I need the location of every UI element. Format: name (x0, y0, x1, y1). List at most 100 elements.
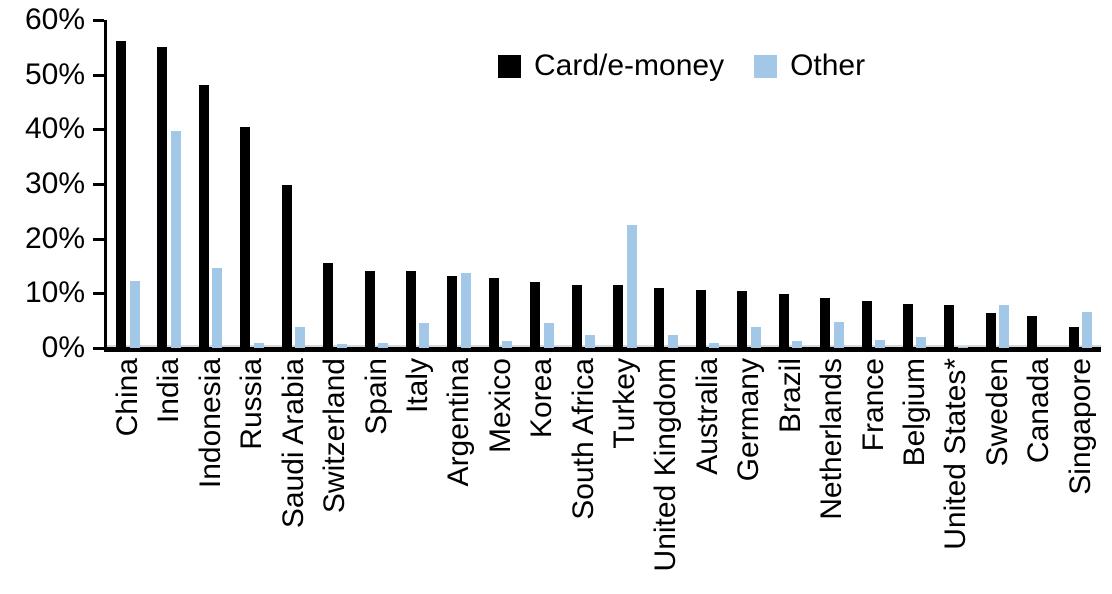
x-axis-label-spain: Spain (356, 358, 398, 592)
x-axis-label-saudi-arabia: Saudi Arabia (273, 358, 315, 592)
x-axis-label-text-russia: Russia (235, 358, 268, 450)
x-axis-label-text-singapore: Singapore (1064, 358, 1097, 495)
x-axis-label-text-south-africa: South Africa (567, 358, 600, 520)
x-axis-label-text-spain: Spain (360, 358, 393, 435)
x-axis-label-singapore: Singapore (1060, 358, 1102, 592)
bar-card-e-money-spain (365, 271, 375, 348)
bar-card-e-money-india (157, 47, 167, 348)
bar-other-australia (709, 343, 719, 348)
bar-card-e-money-singapore (1069, 327, 1079, 348)
y-axis-tick-0 (93, 347, 104, 350)
x-axis-label-china: China (107, 358, 149, 592)
x-axis-label-text-united-kingdom: United Kingdom (649, 358, 682, 572)
bar-other-sweden (999, 305, 1009, 348)
x-axis-label-netherlands: Netherlands (811, 358, 853, 592)
x-axis-label-korea: Korea (521, 358, 563, 592)
y-axis-label-0: 0% (41, 331, 85, 364)
bar-other-argentina (461, 273, 471, 348)
bar-other-russia (254, 343, 264, 348)
bar-other-south-africa (585, 335, 595, 348)
x-axis-label-text-united-states: United States* (939, 358, 972, 550)
x-axis-label-brazil: Brazil (770, 358, 812, 592)
x-axis-label-text-mexico: Mexico (484, 358, 517, 454)
bar-other-united-kingdom (668, 335, 678, 348)
bar-card-e-money-indonesia (199, 85, 209, 348)
y-axis-line (104, 20, 107, 352)
bar-card-e-money-mexico (489, 278, 499, 348)
x-axis-label-text-australia: Australia (691, 358, 724, 475)
plot-area-bottom-border (107, 345, 1101, 347)
bar-card-e-money-saudi-arabia (282, 185, 292, 348)
y-axis-tick-50 (93, 74, 104, 77)
bar-card-e-money-turkey (613, 285, 623, 348)
legend-item-card-e-money: Card/e-money (498, 48, 724, 84)
bar-other-united-states (958, 347, 968, 348)
x-axis-label-sweden: Sweden (977, 358, 1019, 592)
bar-other-turkey (627, 225, 637, 348)
bar-card-e-money-italy (406, 271, 416, 348)
bar-other-saudi-arabia (295, 327, 305, 348)
x-axis-label-text-france: France (857, 358, 890, 452)
x-axis-label-india: India (148, 358, 190, 592)
x-axis-label-text-sweden: Sweden (981, 358, 1014, 467)
bar-card-e-money-united-states (944, 305, 954, 348)
bar-other-india (171, 131, 181, 348)
bar-card-e-money-united-kingdom (654, 288, 664, 348)
bar-card-e-money-russia (240, 127, 250, 348)
bar-other-germany (751, 327, 761, 348)
bar-card-e-money-belgium (903, 304, 913, 348)
bar-other-brazil (792, 341, 802, 348)
x-axis-label-text-india: India (152, 358, 185, 424)
x-axis-label-canada: Canada (1018, 358, 1060, 592)
x-axis-label-text-netherlands: Netherlands (815, 358, 848, 520)
legend-label-other: Other (790, 49, 866, 82)
y-axis-label-10: 10% (24, 276, 85, 309)
x-axis-label-text-brazil: Brazil (774, 358, 807, 434)
x-axis-label-south-africa: South Africa (563, 358, 605, 592)
legend-label-card-e-money: Card/e-money (534, 49, 725, 82)
x-axis-label-belgium: Belgium (894, 358, 936, 592)
bar-other-indonesia (212, 268, 222, 348)
legend-swatch-card-e-money (498, 54, 521, 78)
bar-other-netherlands (834, 322, 844, 348)
x-axis-label-text-italy: Italy (401, 358, 434, 414)
bar-card-e-money-sweden (986, 313, 996, 348)
bar-card-e-money-germany (737, 291, 747, 348)
x-axis-label-text-turkey: Turkey (608, 358, 641, 449)
bar-card-e-money-south-africa (572, 285, 582, 348)
bar-card-e-money-switzerland (323, 263, 333, 348)
x-axis-label-text-argentina: Argentina (442, 358, 475, 487)
bar-card-e-money-australia (696, 290, 706, 348)
x-axis-label-united-states: United States* (935, 358, 977, 592)
bar-other-singapore (1082, 312, 1092, 348)
bar-card-e-money-france (862, 301, 872, 348)
bar-card-e-money-brazil (779, 294, 789, 348)
bar-other-korea (544, 323, 554, 348)
bar-card-e-money-china (116, 41, 126, 348)
x-axis-label-text-indonesia: Indonesia (194, 358, 227, 489)
x-axis-label-text-korea: Korea (525, 358, 558, 439)
x-axis-label-text-germany: Germany (732, 358, 765, 482)
x-axis-label-italy: Italy (397, 358, 439, 592)
x-axis-label-russia: Russia (231, 358, 273, 592)
y-axis-label-40: 40% (24, 112, 85, 145)
bar-other-mexico (502, 341, 512, 348)
x-axis-label-indonesia: Indonesia (190, 358, 232, 592)
legend: Card/e-money Other (498, 48, 865, 84)
x-axis-label-united-kingdom: United Kingdom (645, 358, 687, 592)
x-axis-label-france: France (853, 358, 895, 592)
legend-swatch-other (754, 54, 778, 78)
y-axis-label-50: 50% (24, 58, 85, 91)
bar-card-e-money-netherlands (820, 298, 830, 348)
x-axis-line (104, 347, 1101, 352)
x-axis-label-germany: Germany (728, 358, 770, 592)
x-axis-label-turkey: Turkey (604, 358, 646, 592)
x-axis-label-text-china: China (111, 358, 144, 437)
y-axis-tick-20 (93, 238, 104, 241)
y-axis-tick-30 (93, 183, 104, 186)
bar-other-italy (419, 323, 429, 348)
bar-card-e-money-argentina (447, 276, 457, 348)
bar-other-china (130, 281, 140, 348)
bar-other-spain (378, 343, 388, 348)
y-axis-tick-40 (93, 128, 104, 131)
